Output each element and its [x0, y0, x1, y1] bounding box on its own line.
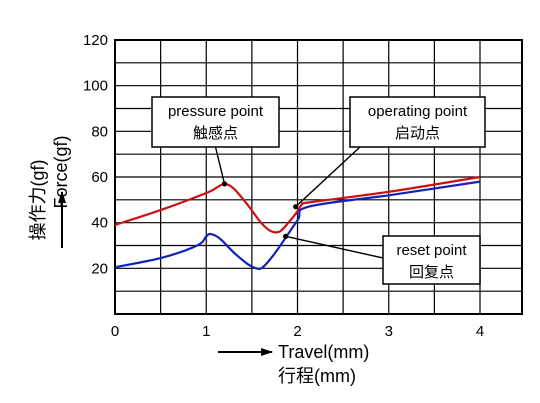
callout-marker-reset [283, 233, 289, 239]
y-tick-label: 80 [91, 123, 108, 140]
x-axis-label-cn: 行程(mm) [278, 366, 356, 386]
y-tick-label: 100 [83, 78, 108, 95]
grid [115, 40, 522, 314]
x-axis-label: Travel(mm) [278, 342, 369, 362]
plot-frame [114, 39, 523, 315]
y-axis-label: Force(gf) [51, 135, 71, 208]
x-tick-label: 1 [202, 323, 210, 340]
callout-label-cn-operating: 启动点 [395, 125, 440, 142]
x-tick-label: 3 [385, 323, 393, 340]
series [114, 175, 481, 271]
callout-box-reset [382, 235, 481, 285]
callout-leader-operating [295, 146, 361, 208]
y-tick-label: 40 [91, 215, 108, 232]
callout-leader-reset [285, 235, 384, 259]
callout-label-operating: operating point [368, 103, 468, 120]
x-tick-label: 2 [293, 323, 301, 340]
x-tick-label: 4 [476, 323, 484, 340]
callout-leader-pressure [214, 146, 226, 185]
callout-box-operating [349, 96, 486, 148]
y-tick-label: 120 [83, 32, 108, 49]
y-tick-label: 20 [91, 260, 108, 277]
x-tick-label: 0 [111, 323, 119, 340]
callout-label-cn-reset: 回复点 [409, 263, 454, 281]
series-line-blue [114, 180, 481, 271]
callout-label-reset: reset point [396, 242, 467, 259]
callout-marker-operating [293, 204, 299, 210]
callout-marker-pressure [221, 181, 228, 187]
callout-box-pressure [151, 96, 280, 148]
series-line-red [114, 175, 481, 234]
callout-label-cn-pressure: 触感点 [193, 125, 238, 142]
callout-label-pressure: pressure point [168, 103, 264, 120]
y-tick-label: 60 [91, 169, 108, 186]
y-axis-label-cn: 操作力(gf) [28, 160, 48, 241]
callouts: pressure point 触感点 operating point 启动点 reset… [151, 96, 486, 285]
ticks: 0 1 2 3 4 20 40 60 80 100 120 [83, 32, 484, 340]
